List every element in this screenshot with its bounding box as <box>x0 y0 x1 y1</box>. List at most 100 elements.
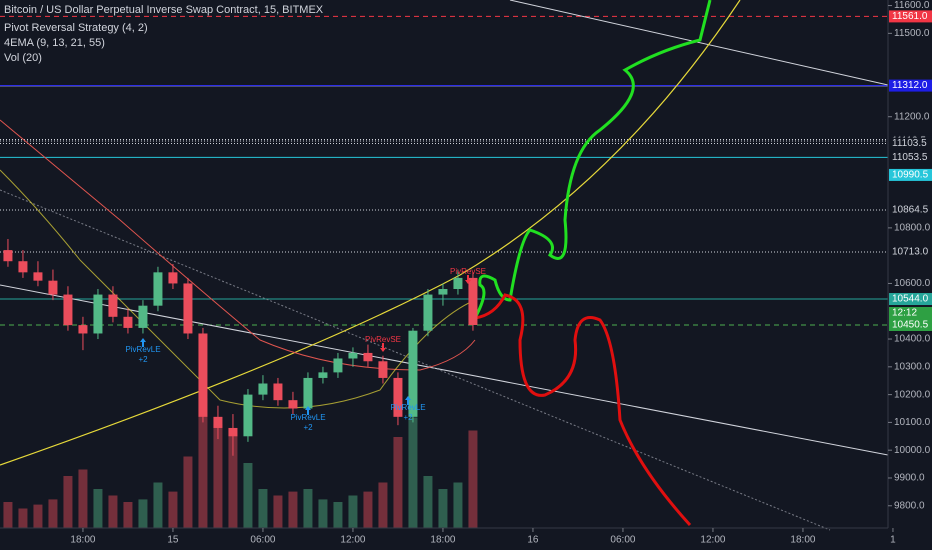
signal-sub: +2 <box>138 355 148 364</box>
y-tick-label: 10000.0 <box>894 445 931 456</box>
price-label: 10713.0 <box>892 247 929 258</box>
signal-arrow <box>465 275 471 284</box>
volume-bar <box>243 463 253 528</box>
volume-bar <box>48 499 58 528</box>
candle-body <box>228 427 238 437</box>
y-tick-label: 10100.0 <box>894 417 931 428</box>
volume-bar <box>108 495 118 528</box>
candle-body <box>3 250 13 262</box>
signal-sub: +2 <box>403 413 413 422</box>
price-label-bg <box>889 137 932 150</box>
candle-body <box>108 294 118 317</box>
indicator-label: Pivot Reversal Strategy (4, 2) <box>4 22 148 34</box>
x-tick-label: 12:00 <box>340 535 365 546</box>
candle-body <box>393 377 403 417</box>
volume-bar <box>258 489 268 528</box>
volume-bar <box>123 502 133 528</box>
candle-body <box>273 383 283 401</box>
x-tick-label: 06:00 <box>610 535 635 546</box>
volume-bar <box>198 398 208 528</box>
price-label: 10990.5 <box>892 170 929 181</box>
price-label-bg <box>889 168 932 181</box>
signal-label: PivRevSE <box>450 267 486 276</box>
candle-body <box>363 352 373 362</box>
trend-line <box>509 0 889 86</box>
price-label: 11312.0 <box>892 80 928 91</box>
candle-body <box>303 377 313 409</box>
y-tick-label: 11500.0 <box>894 28 930 39</box>
countdown-bg <box>889 306 932 319</box>
y-tick-label: 11200.0 <box>894 111 930 122</box>
candle-body <box>453 277 463 290</box>
candle-body <box>333 358 343 373</box>
x-tick-label: 18:00 <box>430 535 455 546</box>
signal-arrow <box>380 343 386 352</box>
ema <box>0 119 476 371</box>
candle-body <box>48 280 58 295</box>
price-label-bg <box>889 79 932 92</box>
signal-arrow <box>405 396 411 405</box>
candle-body <box>18 261 28 273</box>
candle-body <box>78 325 88 334</box>
price-label: 11103.5 <box>892 138 927 149</box>
price-label-bg <box>889 203 932 216</box>
candle-body <box>138 305 148 328</box>
volume-bar <box>363 491 373 528</box>
arc <box>0 0 741 466</box>
x-tick-label: 06:00 <box>250 535 275 546</box>
x-tick-label: 1 <box>890 535 896 546</box>
volume-bar <box>33 504 43 528</box>
candle-body <box>378 361 388 378</box>
volume-bar <box>333 502 343 528</box>
volume-bar <box>138 499 148 528</box>
volume-bar <box>18 508 28 528</box>
ema <box>0 169 476 409</box>
price-label-bg <box>889 151 932 164</box>
volume-bar <box>378 482 388 528</box>
price-label-bg <box>889 246 932 259</box>
y-tick-label: 10300.0 <box>894 361 931 372</box>
candle-body <box>408 330 418 417</box>
indicator-label: Vol (20) <box>4 52 42 64</box>
volume-bar <box>228 430 238 528</box>
volume-bar <box>63 476 73 528</box>
volume-bar <box>303 489 313 528</box>
signal-sub: +2 <box>303 423 313 432</box>
volume-bar <box>3 502 13 528</box>
volume-bar <box>273 495 283 528</box>
chart-title: Bitcoin / US Dollar Perpetual Inverse Sw… <box>4 4 324 16</box>
y-tick-label: 9900.0 <box>894 473 925 484</box>
candle-body <box>123 316 133 328</box>
candle-body <box>288 400 298 409</box>
volume-bar <box>438 489 448 528</box>
candle-body <box>348 352 358 359</box>
candle-body <box>423 294 433 331</box>
y-tick-label: 10400.0 <box>894 334 931 345</box>
candle-body <box>33 272 43 281</box>
candle-body <box>468 277 478 325</box>
x-tick-label: 18:00 <box>70 535 95 546</box>
volume-bar <box>453 482 463 528</box>
x-tick-label: 16 <box>527 535 539 546</box>
volume-bar <box>213 424 223 528</box>
signal-label: PivRevLE <box>290 413 325 422</box>
y-tick-label: 10800.0 <box>894 223 931 234</box>
candle-body <box>168 272 178 284</box>
volume-bar <box>168 491 178 528</box>
y-tick-label: 9800.0 <box>894 500 925 511</box>
volume-bar <box>318 499 328 528</box>
signal-arrow <box>140 338 146 347</box>
volume-bar <box>393 437 403 528</box>
price-label-bg <box>889 10 932 23</box>
candle-body <box>63 294 73 326</box>
volume-bar <box>408 417 418 528</box>
indicator-label: 4EMA (9, 13, 21, 55) <box>4 37 105 49</box>
x-tick-label: 18:00 <box>790 535 815 546</box>
volume-bar <box>153 482 163 528</box>
price-label-bg <box>889 318 932 331</box>
candle-body <box>153 272 163 306</box>
x-tick-label: 15 <box>167 535 179 546</box>
volume-bar <box>93 489 103 528</box>
price-label: 11561.0 <box>892 11 928 22</box>
y-tick-label: 10200.0 <box>894 389 931 400</box>
